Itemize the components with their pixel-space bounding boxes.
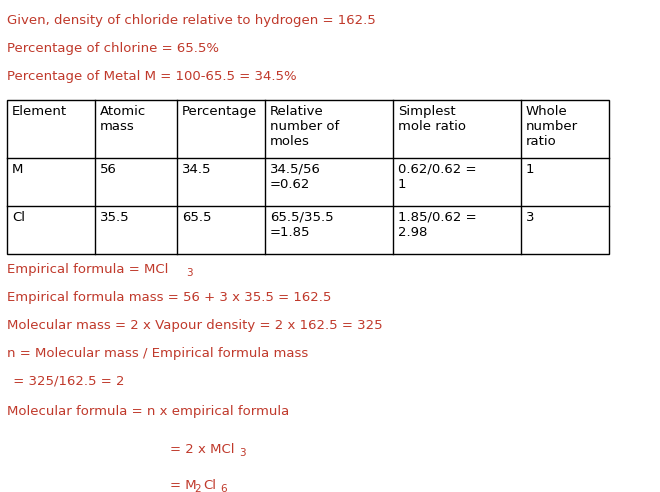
Text: 35.5: 35.5: [100, 211, 129, 224]
Text: n = Molecular mass / Empirical formula mass: n = Molecular mass / Empirical formula m…: [7, 347, 308, 360]
Text: Molecular mass = 2 x Vapour density = 2 x 162.5 = 325: Molecular mass = 2 x Vapour density = 2 …: [7, 319, 383, 332]
Bar: [7, 100, 609, 254]
Text: Percentage: Percentage: [182, 105, 257, 118]
Text: Relative
number of
moles: Relative number of moles: [270, 105, 339, 148]
Text: Percentage of chlorine = 65.5%: Percentage of chlorine = 65.5%: [7, 42, 219, 55]
Text: = 325/162.5 = 2: = 325/162.5 = 2: [9, 375, 125, 388]
Text: = 2 x MCl: = 2 x MCl: [170, 443, 234, 456]
Text: 3: 3: [186, 268, 193, 278]
Text: 56: 56: [100, 163, 117, 176]
Text: Whole
number
ratio: Whole number ratio: [526, 105, 578, 148]
Text: Empirical formula = MCl: Empirical formula = MCl: [7, 263, 168, 276]
Text: 1.85/0.62 =
2.98: 1.85/0.62 = 2.98: [398, 211, 477, 239]
Text: 65.5/35.5
=1.85: 65.5/35.5 =1.85: [270, 211, 333, 239]
Text: Cl: Cl: [12, 211, 25, 224]
Text: M: M: [12, 163, 23, 176]
Text: 34.5: 34.5: [182, 163, 211, 176]
Text: 2: 2: [194, 484, 201, 492]
Text: = M: = M: [170, 479, 197, 492]
Text: Molecular formula = n x empirical formula: Molecular formula = n x empirical formul…: [7, 405, 289, 418]
Text: 6: 6: [220, 484, 226, 492]
Text: Simplest
mole ratio: Simplest mole ratio: [398, 105, 466, 133]
Text: 3: 3: [526, 211, 535, 224]
Text: 1: 1: [526, 163, 535, 176]
Text: Element: Element: [12, 105, 67, 118]
Text: 65.5: 65.5: [182, 211, 211, 224]
Text: Cl: Cl: [203, 479, 216, 492]
Text: Atomic
mass: Atomic mass: [100, 105, 147, 133]
Text: Empirical formula mass = 56 + 3 x 35.5 = 162.5: Empirical formula mass = 56 + 3 x 35.5 =…: [7, 291, 331, 304]
Text: 3: 3: [239, 448, 246, 458]
Text: Given, density of chloride relative to hydrogen = 162.5: Given, density of chloride relative to h…: [7, 14, 376, 27]
Text: Percentage of Metal M = 100-65.5 = 34.5%: Percentage of Metal M = 100-65.5 = 34.5%: [7, 70, 296, 83]
Text: 34.5/56
=0.62: 34.5/56 =0.62: [270, 163, 321, 191]
Text: 0.62/0.62 =
1: 0.62/0.62 = 1: [398, 163, 477, 191]
